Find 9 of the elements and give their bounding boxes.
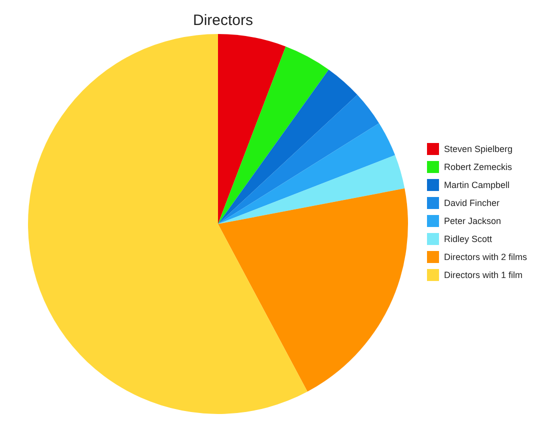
legend-label: David Fincher <box>444 198 500 208</box>
legend-label: Ridley Scott <box>444 234 493 244</box>
chart-title: Directors <box>192 12 254 29</box>
legend-label: Robert Zemeckis <box>444 162 513 172</box>
legend-label: Directors with 1 film <box>444 270 523 280</box>
legend-label: Steven Spielberg <box>444 144 513 154</box>
legend-label: Martin Campbell <box>444 180 510 190</box>
legend-label: Directors with 2 films <box>444 252 528 262</box>
legend-label: Peter Jackson <box>444 216 502 226</box>
